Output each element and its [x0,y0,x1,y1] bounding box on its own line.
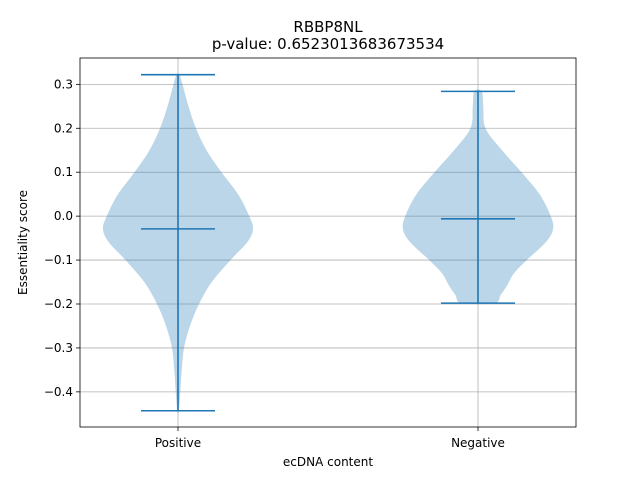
x-tick-label-positive: Positive [155,436,201,450]
y-tick-label: 0.3 [54,77,73,91]
y-tick-label: −0.1 [44,253,73,267]
chart-subtitle: p-value: 0.6523013683673534 [212,35,444,53]
tick-layer: −0.4 −0.3 −0.2 −0.1 0.0 0.1 0.2 0.3 Positive Nega… [44,77,505,450]
x-axis-label: ecDNA content [283,455,373,469]
violin-layer [102,73,554,414]
plot-frame [79,57,577,428]
y-tick-label: 0.0 [54,209,73,223]
y-axis-label: Essentiality score [16,190,30,295]
chart-title: RBBP8NL [293,18,363,36]
y-tick-label: −0.3 [44,341,73,355]
y-tick-label: −0.4 [44,385,73,399]
x-tick-label-negative: Negative [451,436,505,450]
y-tick-label: 0.2 [54,121,73,135]
y-tick-label: −0.2 [44,297,73,311]
y-tick-label: 0.1 [54,165,73,179]
